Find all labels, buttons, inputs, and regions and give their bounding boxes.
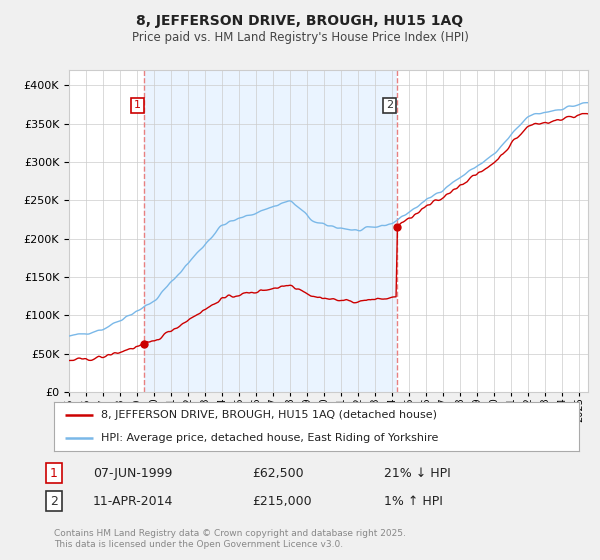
Text: HPI: Average price, detached house, East Riding of Yorkshire: HPI: Average price, detached house, East… [101, 433, 439, 444]
Text: £62,500: £62,500 [252, 466, 304, 480]
Text: £215,000: £215,000 [252, 494, 311, 508]
Text: 07-JUN-1999: 07-JUN-1999 [93, 466, 172, 480]
Text: 21% ↓ HPI: 21% ↓ HPI [384, 466, 451, 480]
Text: 8, JEFFERSON DRIVE, BROUGH, HU15 1AQ: 8, JEFFERSON DRIVE, BROUGH, HU15 1AQ [136, 14, 464, 28]
Text: 11-APR-2014: 11-APR-2014 [93, 494, 173, 508]
Text: Price paid vs. HM Land Registry's House Price Index (HPI): Price paid vs. HM Land Registry's House … [131, 31, 469, 44]
Text: 1% ↑ HPI: 1% ↑ HPI [384, 494, 443, 508]
Text: Contains HM Land Registry data © Crown copyright and database right 2025.
This d: Contains HM Land Registry data © Crown c… [54, 529, 406, 549]
Text: 1: 1 [134, 100, 141, 110]
Bar [144, 70, 397, 392]
Text: 2: 2 [386, 100, 393, 110]
Text: 1: 1 [50, 466, 58, 480]
Text: 8, JEFFERSON DRIVE, BROUGH, HU15 1AQ (detached house): 8, JEFFERSON DRIVE, BROUGH, HU15 1AQ (de… [101, 410, 437, 421]
Text: 2: 2 [50, 494, 58, 508]
